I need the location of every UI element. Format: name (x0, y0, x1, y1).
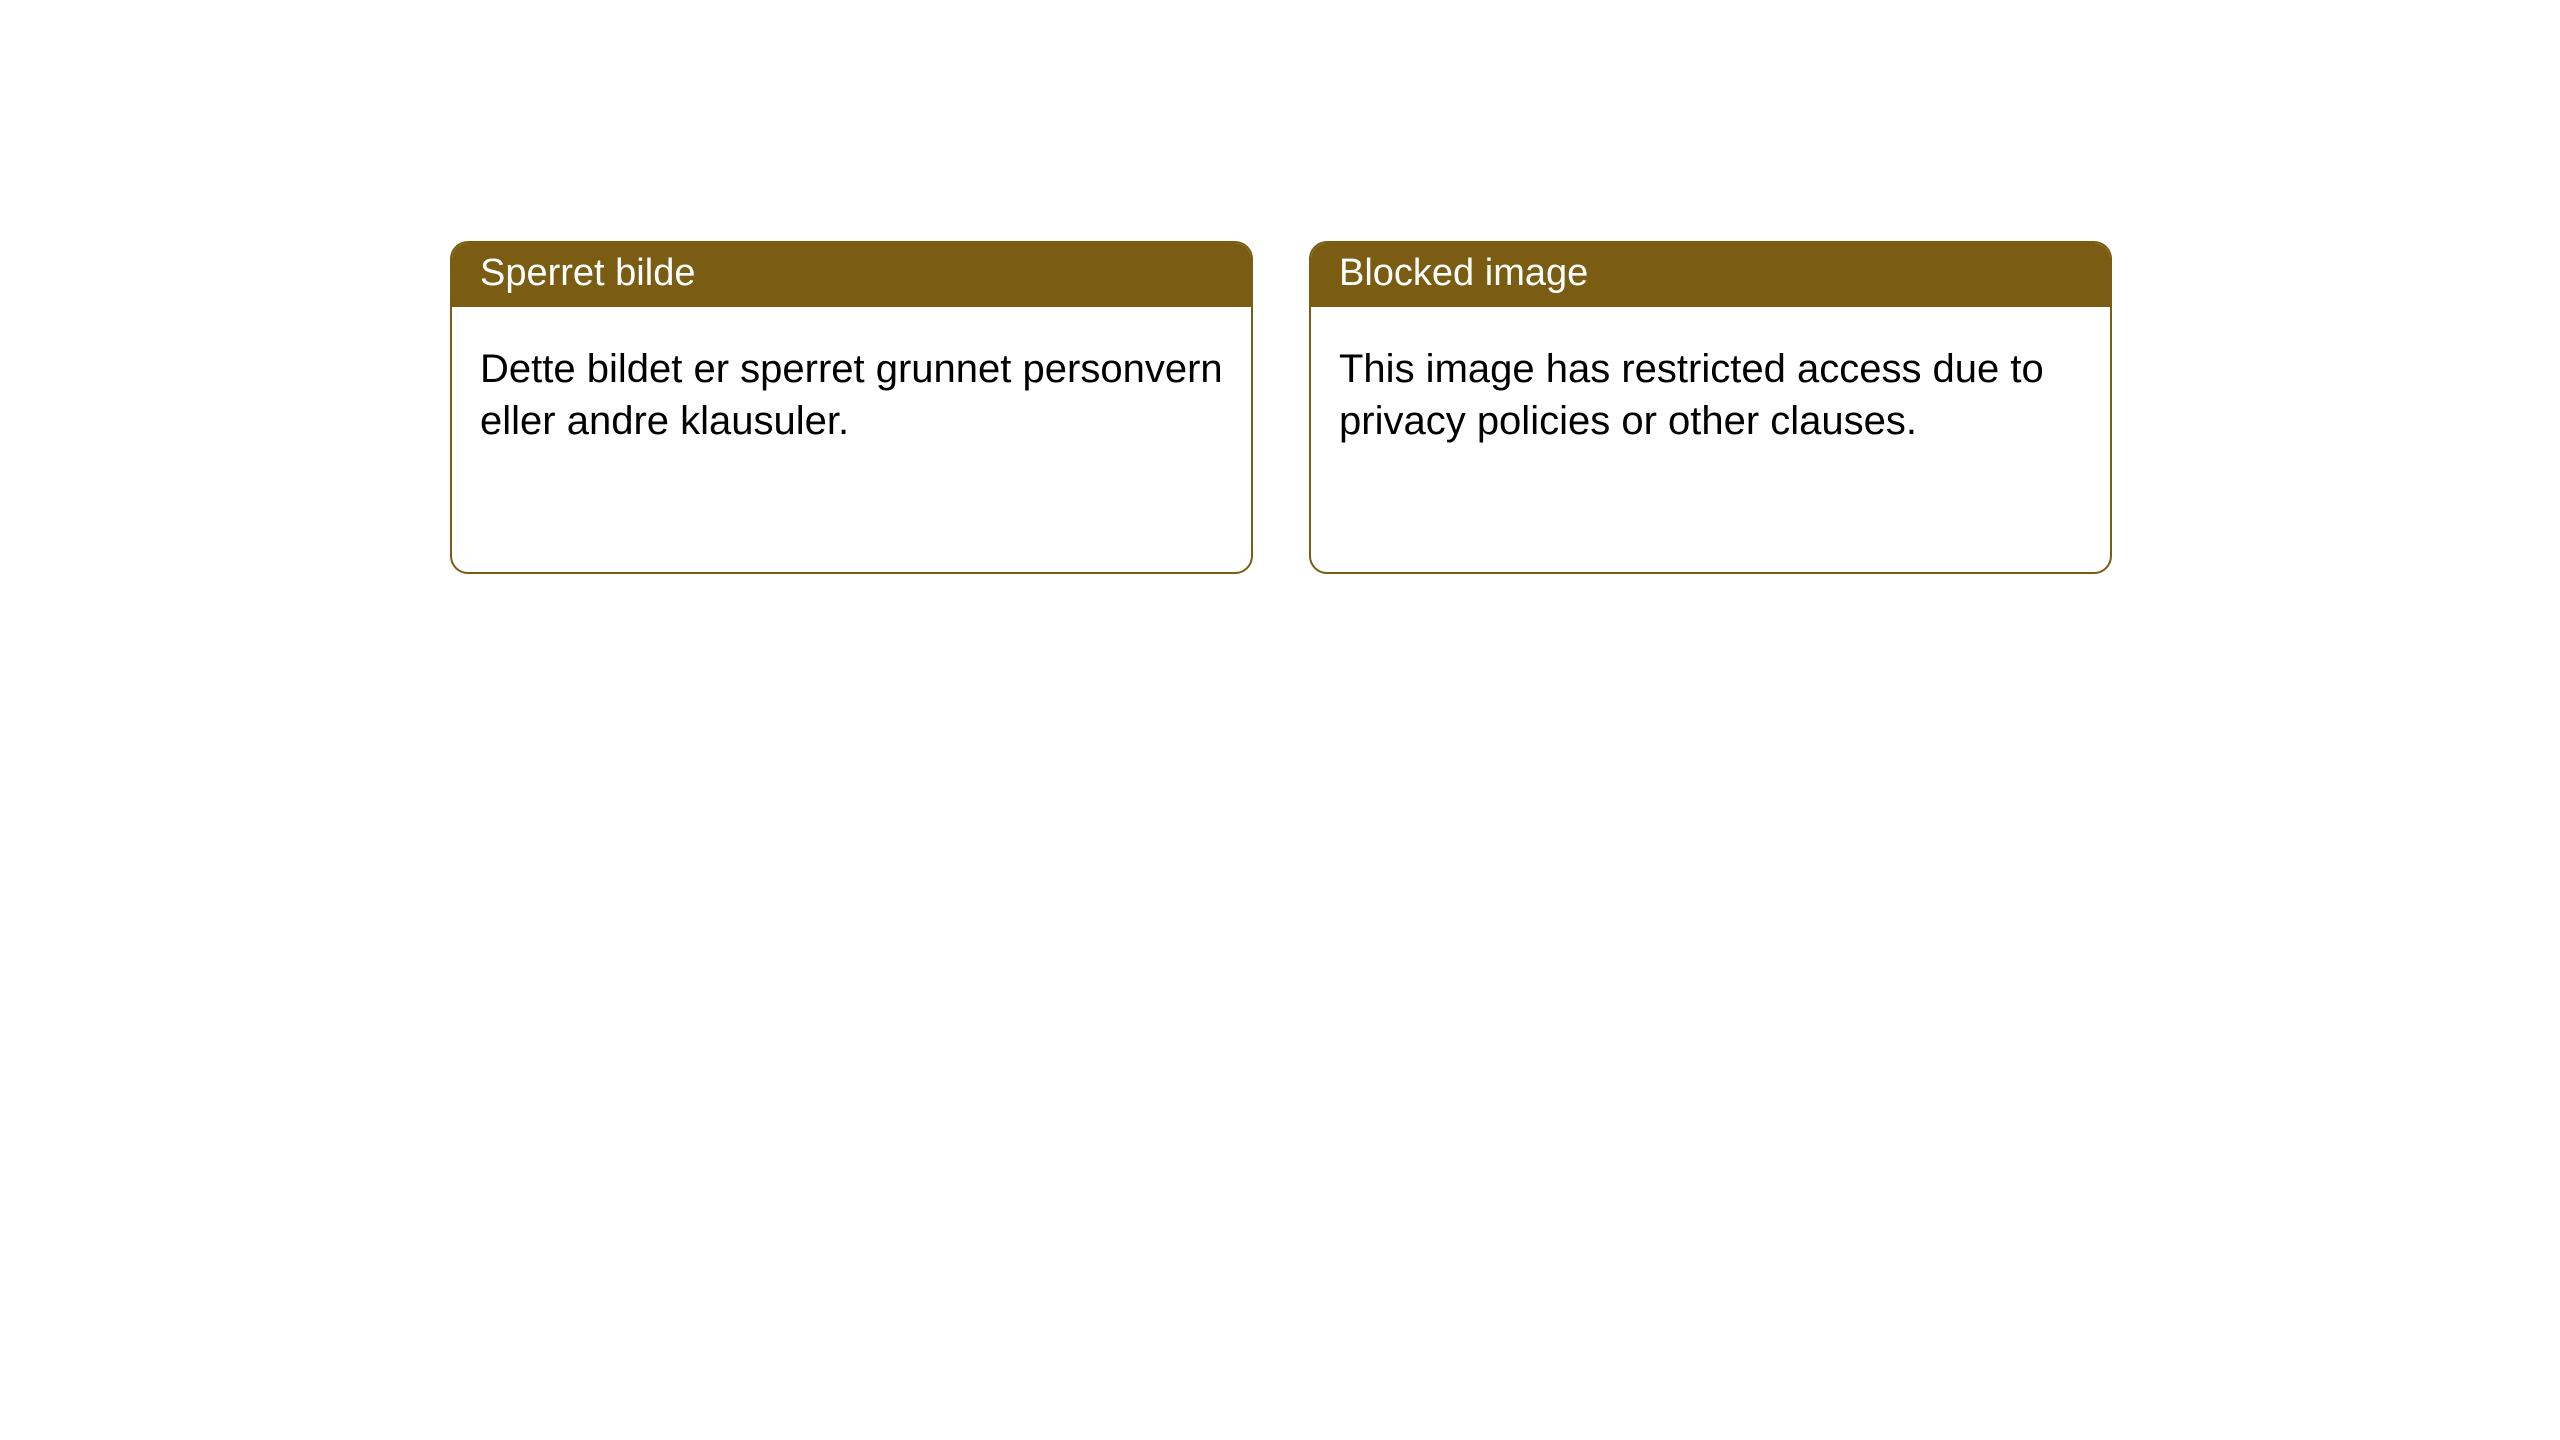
notice-card-norwegian: Sperret bilde Dette bildet er sperret gr… (450, 241, 1253, 574)
notice-card-title: Sperret bilde (452, 243, 1251, 307)
notice-card-body: Dette bildet er sperret grunnet personve… (452, 307, 1251, 475)
notice-card-title: Blocked image (1311, 243, 2110, 307)
notice-cards-container: Sperret bilde Dette bildet er sperret gr… (0, 0, 2560, 574)
notice-card-english: Blocked image This image has restricted … (1309, 241, 2112, 574)
notice-card-body: This image has restricted access due to … (1311, 307, 2110, 475)
